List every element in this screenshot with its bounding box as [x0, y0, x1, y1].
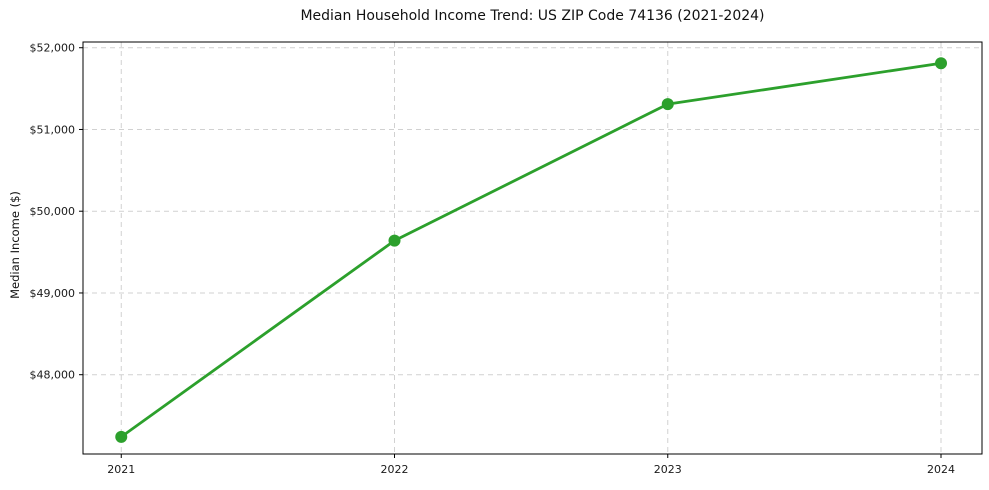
y-tick-label: $50,000 [30, 205, 76, 218]
x-tick-label: 2021 [107, 463, 135, 476]
data-point [388, 234, 401, 247]
y-tick-label: $49,000 [30, 287, 76, 300]
x-tick-label: 2023 [654, 463, 682, 476]
y-tick-label: $52,000 [30, 42, 76, 55]
x-tick-label: 2024 [927, 463, 955, 476]
chart-title: Median Household Income Trend: US ZIP Co… [300, 8, 765, 24]
data-point [935, 57, 948, 70]
data-line [119, 61, 943, 439]
data-point [661, 98, 674, 111]
y-tick-label: $51,000 [30, 123, 76, 136]
x-tick-label: 2022 [381, 463, 409, 476]
plot-border [82, 41, 983, 455]
data-point [115, 430, 128, 443]
y-tick-label: $48,000 [30, 369, 76, 382]
